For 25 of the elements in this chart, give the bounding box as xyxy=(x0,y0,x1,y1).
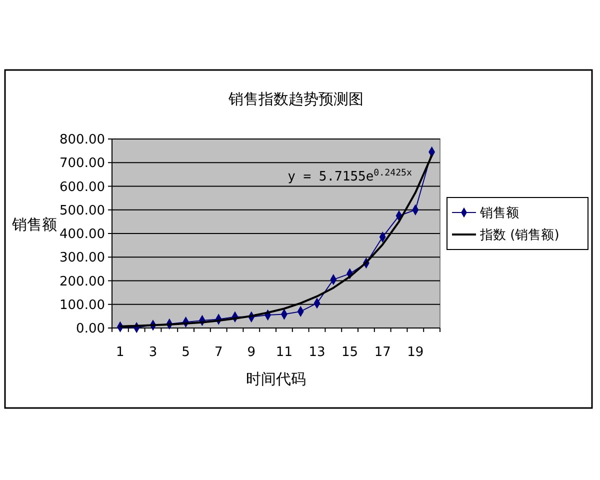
y-axis-title: 销售额 xyxy=(11,216,57,234)
x-tick-label: 7 xyxy=(214,345,223,360)
x-tick-label: 1 xyxy=(116,345,124,360)
y-tick-label: 300.00 xyxy=(60,250,105,266)
y-tick-label: 200.00 xyxy=(60,274,105,290)
x-tick-label: 19 xyxy=(407,345,424,360)
y-tick-label: 700.00 xyxy=(60,156,105,172)
y-tick-label: 100.00 xyxy=(60,298,105,313)
x-tick-label: 5 xyxy=(182,345,190,360)
x-tick-label: 13 xyxy=(308,345,326,360)
y-tick-label: 800.00 xyxy=(60,132,105,148)
x-tick-label: 17 xyxy=(374,345,391,360)
x-axis-title: 时间代码 xyxy=(246,370,306,388)
y-tick-label: 0.00 xyxy=(76,322,105,337)
x-tick-label: 3 xyxy=(148,345,158,360)
y-tick-label: 400.00 xyxy=(60,227,105,242)
x-tick-label: 9 xyxy=(247,345,256,360)
legend-label: 销售额 xyxy=(479,206,519,222)
x-tick-label: 11 xyxy=(276,345,292,360)
annotation: y = 5.7155e$^{0.2425x}$ xyxy=(288,168,413,185)
x-tick-label: 15 xyxy=(342,345,358,360)
y-tick-label: 600.00 xyxy=(60,180,105,195)
legend-label: 指数 (销售额) xyxy=(479,228,560,244)
chart-title: 销售指数趋势预测图 xyxy=(228,90,364,108)
y-tick-label: 500.00 xyxy=(60,203,105,218)
